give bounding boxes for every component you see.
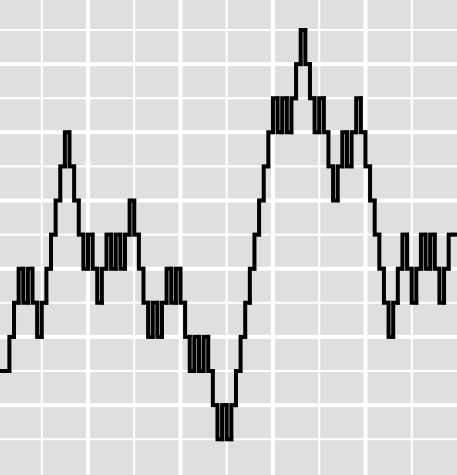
chart [0, 0, 457, 475]
page: (() => { const data = JSON.parse(documen… [0, 0, 457, 475]
